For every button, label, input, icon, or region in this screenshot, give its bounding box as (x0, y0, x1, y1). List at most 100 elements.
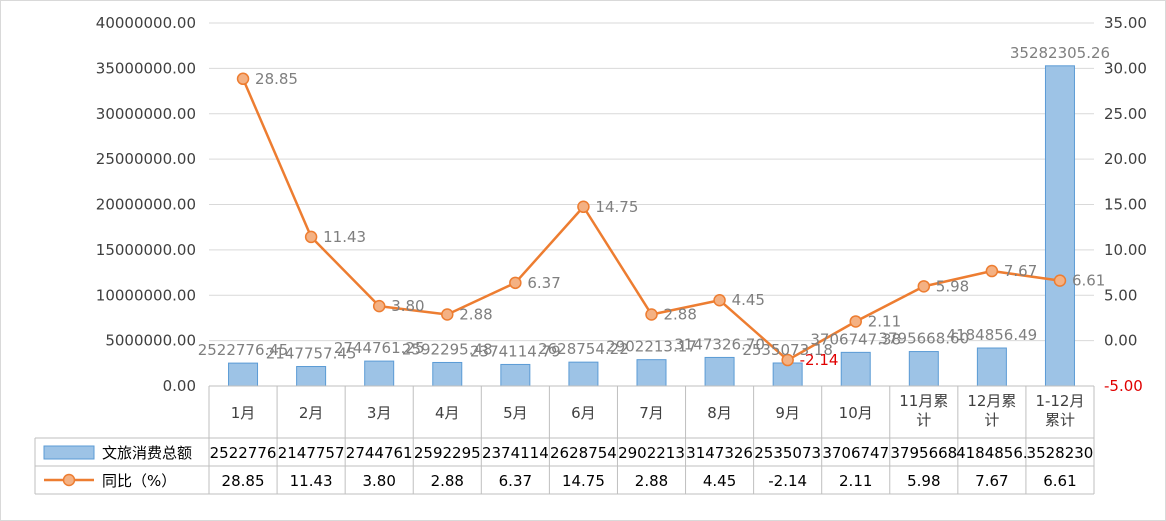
bar (908, 351, 939, 387)
category-label: 2月 (299, 404, 324, 422)
bar (840, 351, 871, 387)
line-point (441, 308, 454, 321)
bar-data-label: 2744761.25 (334, 339, 425, 357)
category-label: 5月 (503, 404, 528, 422)
line-data-label: 5.98 (936, 277, 969, 295)
bar-data-label: 2592295.48 (402, 340, 493, 358)
left-tick-label: 20000000.00 (96, 196, 196, 214)
table-cell-total: 2744761 (346, 444, 413, 462)
category-label: 12月累计 (967, 392, 1016, 429)
line-series (236, 72, 1067, 367)
bar-data-label: 35282305.26 (1010, 44, 1110, 62)
bar (1044, 65, 1075, 387)
table-cell-yoy: 14.75 (562, 472, 605, 490)
right-tick-label: 0.00 (1104, 332, 1137, 350)
line-data-label: 6.37 (527, 274, 560, 292)
bar-data-label: 2374114.79 (470, 342, 561, 360)
category-label: 6月 (571, 404, 596, 422)
line-point (645, 308, 658, 321)
line-data-label: 11.43 (323, 228, 366, 246)
line-data-label: -2.14 (800, 351, 839, 369)
category-label: 10月 (839, 404, 873, 422)
left-tick-label: 0.00 (163, 377, 196, 395)
table-cell-total: 2522776 (210, 444, 277, 462)
bar (636, 359, 667, 387)
table-cell-yoy: -2.14 (768, 472, 807, 490)
right-tick-label: 35.00 (1104, 14, 1147, 32)
bar-data-label: 3795668.60 (878, 330, 969, 348)
legend-key-marker (62, 473, 76, 487)
line-point (1053, 274, 1067, 287)
bar-data-label: 2535073.18 (742, 341, 833, 359)
bar (296, 366, 327, 387)
line-data-label: 2.88 (459, 305, 492, 323)
bar (364, 360, 395, 387)
table-cell-total: 3795668 (890, 444, 957, 462)
line-data-label: 28.85 (255, 70, 298, 88)
category-label: 7月 (639, 404, 664, 422)
right-tick-label: 20.00 (1104, 150, 1147, 168)
table-cell-yoy: 7.67 (975, 472, 1008, 490)
line-data-label: 14.75 (595, 198, 638, 216)
table-cell-total: 2592295 (414, 444, 481, 462)
left-tick-label: 25000000.00 (96, 150, 196, 168)
right-tick-label: 15.00 (1104, 196, 1147, 214)
line-data-label: 4.45 (732, 291, 765, 309)
bar-data-label: 2902213.17 (606, 338, 697, 356)
table-cell-yoy: 28.85 (222, 472, 265, 490)
table-cell-total: 2374114 (482, 444, 549, 462)
line-data-label: 7.67 (1004, 262, 1037, 280)
line-point (236, 72, 250, 86)
category-label: 1-12月累计 (1035, 392, 1084, 429)
bar-data-label: 4184856.49 (947, 326, 1038, 344)
table-cell-total: 2147757 (278, 444, 345, 462)
table-cell-yoy: 6.37 (499, 472, 532, 490)
table-cell-yoy: 2.11 (839, 472, 872, 490)
line-data-label: 6.61 (1072, 272, 1105, 290)
left-tick-label: 40000000.00 (96, 14, 196, 32)
right-tick-label: 30.00 (1104, 59, 1147, 77)
table-cell-yoy: 4.45 (703, 472, 736, 490)
right-tick-label: -5.00 (1104, 377, 1143, 395)
bar-data-label: 2147757.45 (266, 345, 357, 363)
line-point (509, 276, 522, 290)
table-cell-yoy: 2.88 (635, 472, 668, 490)
table-cell-total: 3528230 (1027, 444, 1094, 462)
left-tick-label: 35000000.00 (96, 59, 196, 77)
left-tick-label: 15000000.00 (96, 241, 196, 259)
table-cell-yoy: 2.88 (431, 472, 464, 490)
table-cell-yoy: 3.80 (362, 472, 395, 490)
table-cell-total: 3147326 (686, 444, 753, 462)
bar (772, 362, 803, 387)
line-point (304, 230, 318, 244)
line-point (985, 264, 999, 278)
category-label: 9月 (775, 404, 800, 422)
table-cell-yoy: 6.61 (1043, 472, 1076, 490)
table-cell-total: 4184856. (956, 444, 1028, 462)
line-point (577, 200, 590, 214)
bar (432, 361, 463, 387)
category-label: 1月 (231, 404, 256, 422)
bar (704, 356, 735, 387)
category-label: 4月 (435, 404, 460, 422)
table-cell-total: 3706747 (822, 444, 889, 462)
line-point (713, 293, 726, 307)
right-tick-label: 25.00 (1104, 105, 1147, 123)
bar (228, 362, 259, 387)
data-labels: 2522776.452147757.452744761.252592295.48… (198, 44, 1110, 369)
right-tick-label: 5.00 (1104, 286, 1137, 304)
legend-label-bar: 文旅消费总额 (102, 444, 192, 462)
category-label: 8月 (707, 404, 732, 422)
line-point (917, 280, 931, 293)
right-axis: -5.00 0.00 5.00 10.00 15.00 20.00 25.00 30.00 35… (1104, 14, 1147, 395)
bar (500, 363, 531, 387)
left-axis: 0.00 5000000.00 10000000.00 15000000.00 2000… (96, 14, 196, 395)
table-cell-total: 2628754 (550, 444, 617, 462)
line-point (372, 299, 386, 313)
line-data-label: 2.11 (868, 312, 901, 330)
line-point (781, 353, 794, 367)
line-data-label: 2.88 (664, 305, 697, 323)
